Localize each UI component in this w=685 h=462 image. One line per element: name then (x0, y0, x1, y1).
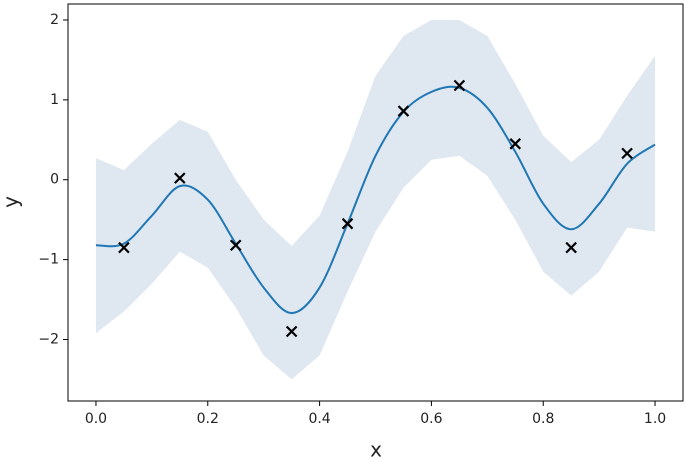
data-point (509, 138, 522, 150)
y-tick-label: −1 (38, 252, 59, 268)
plot-frame (67, 3, 684, 402)
x-tick-label: 0.8 (532, 411, 554, 427)
x-tick-label: 0.2 (197, 411, 219, 427)
y-tick-label: −2 (38, 331, 59, 347)
y-tick-label: 1 (50, 92, 59, 108)
x-tick-label: 1.0 (644, 411, 666, 427)
data-point (453, 79, 466, 92)
data-point (285, 325, 298, 338)
data-point (565, 241, 577, 254)
mean-line (95, 85, 656, 315)
data-point (621, 147, 633, 160)
data-point (341, 217, 354, 230)
data-point (174, 172, 186, 184)
x-axis-label: x (370, 438, 382, 462)
y-tick-label: 2 (50, 12, 59, 28)
data-point (397, 105, 410, 117)
confidence-band (95, 19, 656, 380)
y-axis-label: y (0, 196, 23, 208)
x-tick-label: 0.0 (85, 411, 107, 427)
data-point (229, 239, 242, 252)
x-tick-label: 0.6 (420, 411, 442, 427)
y-tick-label: 0 (50, 172, 59, 188)
x-tick-label: 0.4 (308, 411, 330, 427)
data-point (118, 241, 130, 254)
